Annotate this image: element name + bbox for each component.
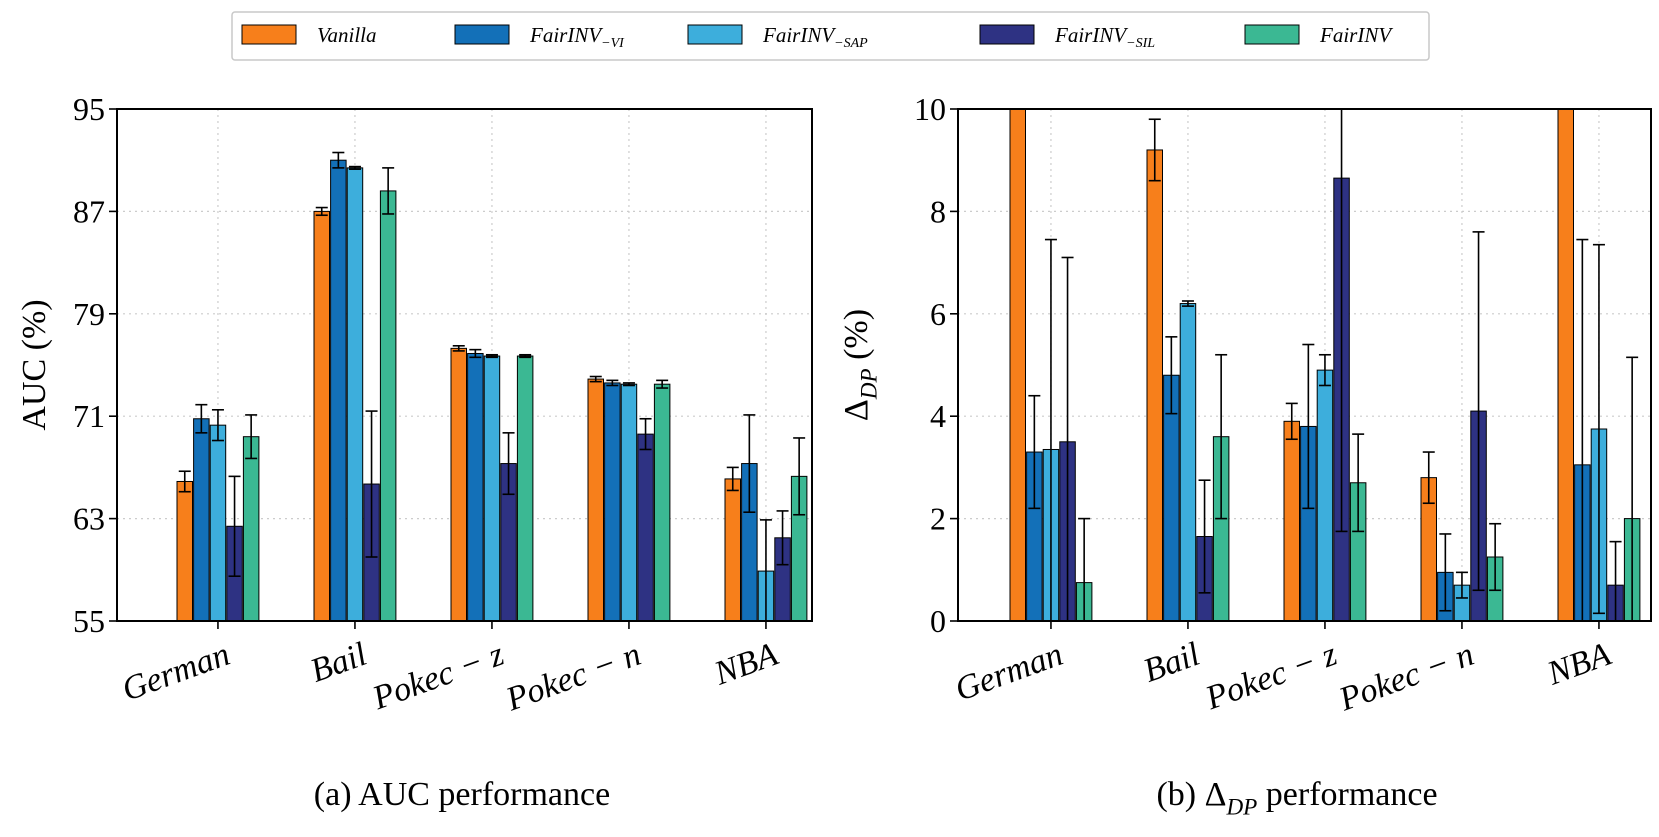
ytick-label: 63 bbox=[73, 501, 105, 537]
xtick-label-german: German bbox=[117, 636, 234, 709]
bar-5-pokecn bbox=[653, 383, 671, 621]
ytick-label: 71 bbox=[73, 398, 105, 434]
xtick-label-pokecz: Pokec − z bbox=[1200, 636, 1342, 718]
legend-swatch-5 bbox=[1244, 24, 1300, 45]
bar-4-pokecn bbox=[637, 433, 654, 621]
y-axis-label: ΔDP (%) bbox=[838, 309, 883, 421]
ytick-label: 2 bbox=[930, 501, 946, 537]
ytick-label: 79 bbox=[73, 296, 105, 332]
legend: Vanilla FairINV−VI FairINV−SAP FairINV−SIL F… bbox=[231, 11, 1430, 61]
bar-1-nba bbox=[1557, 109, 1574, 621]
legend-frame bbox=[231, 11, 1430, 61]
bar-2-pokecn bbox=[604, 382, 621, 621]
xtick-label-bail: Bail bbox=[306, 636, 372, 690]
xtick-label-german: German bbox=[950, 636, 1067, 709]
legend-swatch-3 bbox=[687, 24, 743, 45]
xtick-label-pokecn: Pokec − n bbox=[1334, 636, 1479, 719]
ytick-label: 10 bbox=[914, 91, 946, 127]
bar-1-bail bbox=[1146, 149, 1163, 621]
xtick-label-nba: NBA bbox=[1542, 636, 1616, 693]
plot-frame bbox=[116, 108, 813, 622]
plot-frame bbox=[957, 108, 1652, 622]
bar-1-bail bbox=[313, 210, 330, 621]
bar-1-german bbox=[1009, 109, 1026, 621]
bar-5-german bbox=[242, 436, 260, 621]
bar-2-bail bbox=[330, 159, 347, 621]
legend-swatch-4 bbox=[979, 24, 1035, 45]
legend-label-5: FairINV bbox=[1319, 23, 1393, 47]
bars bbox=[176, 151, 808, 621]
bar-1-nba bbox=[724, 478, 741, 621]
ytick-label: 55 bbox=[73, 603, 105, 639]
ytick-label: 8 bbox=[930, 193, 946, 229]
ytick-label: 6 bbox=[930, 296, 946, 332]
caption: (b) ΔDP performance bbox=[1156, 776, 1437, 821]
bar-5-bail bbox=[379, 190, 397, 621]
ytick-label: 95 bbox=[73, 91, 105, 127]
bar-3-pokecz bbox=[1316, 369, 1334, 621]
bar-3-pokecz bbox=[483, 355, 501, 621]
xtick-label-pokecz: Pokec − z bbox=[367, 636, 509, 718]
bar-2-pokecz bbox=[467, 352, 484, 621]
legend-swatch-2 bbox=[454, 24, 510, 45]
legend-label-4: FairINV−SIL bbox=[1054, 23, 1155, 51]
bar-1-pokecn bbox=[587, 378, 604, 621]
legend-label-1: Vanilla bbox=[317, 23, 377, 47]
xtick-label-nba: NBA bbox=[709, 636, 783, 693]
xtick-label-bail: Bail bbox=[1139, 636, 1205, 690]
xtick-label-pokecn: Pokec − n bbox=[501, 636, 646, 719]
bar-1-pokecz bbox=[1283, 420, 1300, 621]
legend-label-3: FairINV−SAP bbox=[762, 23, 868, 51]
bar-1-pokecz bbox=[450, 347, 467, 621]
y-axis-label: AUC (%) bbox=[16, 299, 53, 430]
bar-3-german bbox=[209, 424, 227, 621]
bars bbox=[1009, 109, 1641, 621]
ytick-label: 4 bbox=[930, 398, 946, 434]
legend-label-2: FairINV−VI bbox=[529, 23, 625, 51]
bar-3-bail bbox=[1179, 303, 1197, 621]
ytick-label: 0 bbox=[930, 603, 946, 639]
bar-3-pokecn bbox=[620, 383, 638, 621]
bar-1-german bbox=[176, 480, 193, 621]
bar-2-german bbox=[193, 418, 210, 621]
legend-swatch-1 bbox=[241, 24, 297, 45]
ytick-label: 87 bbox=[73, 193, 105, 229]
bar-3-bail bbox=[346, 167, 364, 621]
caption: (a) AUC performance bbox=[314, 776, 610, 813]
bar-5-pokecz bbox=[516, 355, 534, 621]
